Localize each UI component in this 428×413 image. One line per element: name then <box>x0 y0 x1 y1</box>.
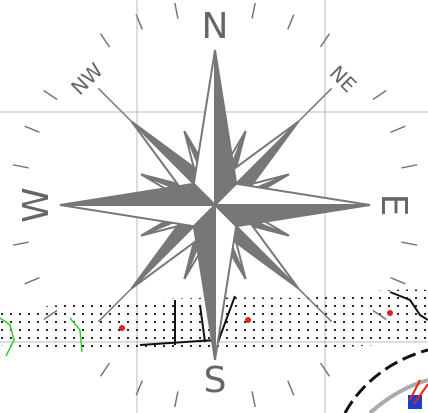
compass-tick <box>390 277 406 285</box>
compass-tick <box>43 309 58 321</box>
compass-tick <box>12 241 29 246</box>
compass-point-cardinal <box>212 204 371 228</box>
label-ne: NE <box>325 61 361 97</box>
compass-tick <box>251 2 256 19</box>
compass-tick <box>319 362 331 377</box>
compass-tick <box>372 309 387 321</box>
vehicle-path <box>409 379 428 405</box>
road <box>368 378 428 413</box>
compass-tick <box>251 391 256 408</box>
compass-tick <box>401 241 418 246</box>
marker[interactable] <box>387 310 393 316</box>
compass-tick <box>174 391 179 408</box>
compass-point-cardinal <box>192 49 216 208</box>
compass-labels: N S E W <box>16 6 414 401</box>
compass-tick <box>287 380 295 396</box>
green-track <box>0 317 15 357</box>
compass-tick <box>135 14 143 30</box>
dark-track <box>139 295 236 346</box>
marker[interactable] <box>119 325 125 331</box>
label-n: N <box>202 6 229 47</box>
compass-tick <box>24 277 40 285</box>
green-track <box>69 317 83 353</box>
compass-point-cardinal <box>59 182 218 206</box>
dark-track <box>389 291 428 321</box>
label-e: E <box>373 194 414 217</box>
compass-tick <box>287 14 295 30</box>
compass-point-cardinal <box>214 49 238 208</box>
compass-tick <box>135 380 143 396</box>
compass-tick <box>372 89 387 101</box>
marker[interactable] <box>245 317 251 323</box>
compass-tick <box>99 362 111 377</box>
compass-tick <box>401 164 418 169</box>
label-w: W <box>16 187 57 223</box>
compass-tick <box>24 125 40 133</box>
label-nw: NW <box>66 58 108 100</box>
compass-tick <box>43 89 58 101</box>
compass-tick <box>174 2 179 19</box>
compass-tick <box>319 33 331 48</box>
compass-tick <box>390 125 406 133</box>
compass-tick <box>99 33 111 48</box>
compass-rose <box>12 2 418 408</box>
road <box>343 348 428 413</box>
compass-point-cardinal <box>212 182 371 206</box>
compass-tick <box>12 164 29 169</box>
label-s: S <box>204 360 227 401</box>
